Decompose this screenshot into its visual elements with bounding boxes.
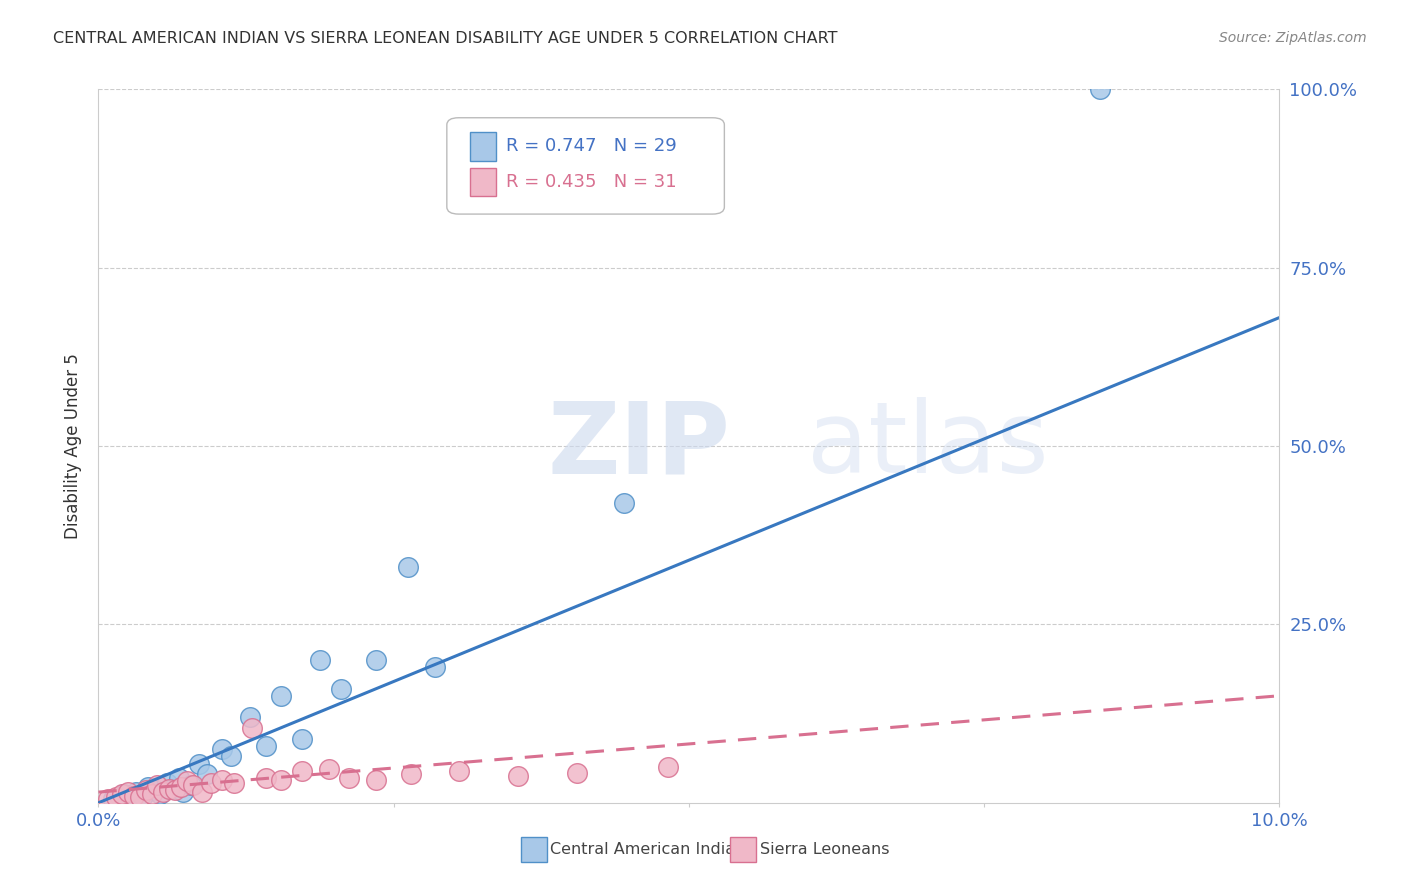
- Point: [211, 772, 233, 787]
- Point: [122, 789, 145, 803]
- Point: [141, 787, 163, 801]
- Point: [125, 785, 148, 799]
- Point: [176, 774, 198, 789]
- Point: [290, 764, 312, 778]
- Point: [211, 742, 233, 756]
- Point: [152, 785, 174, 799]
- Point: [657, 760, 679, 774]
- Text: Sierra Leoneans: Sierra Leoneans: [759, 842, 890, 857]
- FancyBboxPatch shape: [447, 118, 724, 214]
- Point: [157, 781, 180, 796]
- Point: [337, 771, 360, 785]
- Point: [121, 791, 143, 805]
- Point: [180, 778, 202, 792]
- Point: [170, 780, 193, 794]
- Point: [112, 787, 135, 801]
- Text: Central American Indians: Central American Indians: [550, 842, 754, 857]
- Point: [105, 790, 128, 805]
- Point: [447, 764, 470, 778]
- Point: [506, 769, 529, 783]
- Point: [401, 767, 423, 781]
- Point: [290, 731, 312, 746]
- Point: [423, 660, 446, 674]
- Point: [329, 681, 352, 696]
- Point: [224, 776, 246, 790]
- Point: [135, 783, 157, 797]
- Point: [195, 767, 218, 781]
- FancyBboxPatch shape: [522, 837, 547, 862]
- Point: [613, 496, 636, 510]
- Point: [160, 781, 183, 796]
- Point: [111, 787, 134, 801]
- Point: [108, 790, 131, 805]
- Point: [143, 783, 166, 797]
- Point: [149, 787, 172, 801]
- Point: [396, 560, 419, 574]
- Text: R = 0.747   N = 29: R = 0.747 N = 29: [506, 137, 676, 155]
- Point: [181, 778, 204, 792]
- FancyBboxPatch shape: [471, 132, 496, 161]
- Point: [117, 785, 139, 799]
- Text: Source: ZipAtlas.com: Source: ZipAtlas.com: [1219, 31, 1367, 45]
- Point: [309, 653, 332, 667]
- Point: [191, 785, 214, 799]
- Point: [97, 792, 120, 806]
- Point: [364, 772, 387, 787]
- Point: [318, 762, 340, 776]
- Point: [254, 739, 277, 753]
- Text: atlas: atlas: [807, 398, 1049, 494]
- Point: [187, 756, 209, 771]
- Point: [565, 765, 588, 780]
- Point: [165, 783, 187, 797]
- Point: [219, 749, 242, 764]
- Point: [101, 792, 124, 806]
- Point: [146, 778, 169, 792]
- FancyBboxPatch shape: [471, 168, 496, 196]
- Point: [136, 780, 159, 794]
- Point: [167, 771, 190, 785]
- Text: CENTRAL AMERICAN INDIAN VS SIERRA LEONEAN DISABILITY AGE UNDER 5 CORRELATION CHA: CENTRAL AMERICAN INDIAN VS SIERRA LEONEA…: [53, 31, 838, 46]
- Point: [239, 710, 262, 724]
- Point: [364, 653, 387, 667]
- Text: ZIP: ZIP: [547, 398, 730, 494]
- Point: [172, 785, 194, 799]
- Point: [254, 771, 277, 785]
- Point: [270, 689, 292, 703]
- Point: [270, 772, 292, 787]
- Point: [200, 776, 222, 790]
- Point: [128, 790, 150, 805]
- Point: [132, 789, 155, 803]
- Y-axis label: Disability Age Under 5: Disability Age Under 5: [63, 353, 82, 539]
- FancyBboxPatch shape: [730, 837, 756, 862]
- Point: [240, 721, 263, 735]
- Point: [1088, 82, 1111, 96]
- Point: [156, 776, 179, 790]
- Text: R = 0.435   N = 31: R = 0.435 N = 31: [506, 173, 676, 191]
